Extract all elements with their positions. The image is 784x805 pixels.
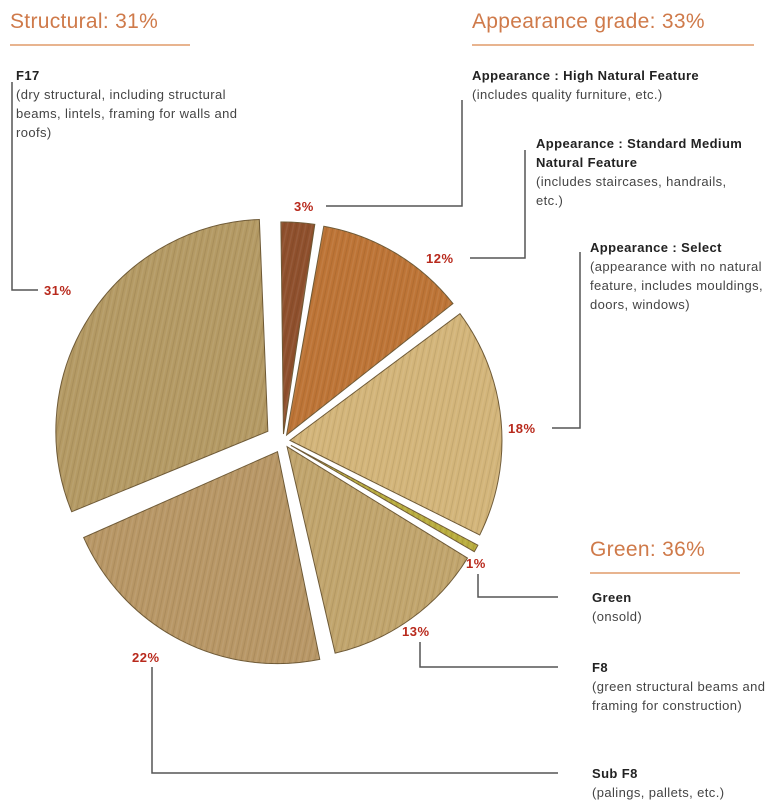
- pct-label-green: 1%: [466, 556, 486, 571]
- desc-standard-medium-name: Appearance : Standard Medium Natural Fea…: [536, 136, 743, 170]
- desc-select-name: Appearance : Select: [590, 240, 722, 255]
- desc-green-name: Green: [592, 590, 632, 605]
- group-title-green: Green: 36%: [590, 538, 706, 561]
- desc-green-detail: (onsold): [592, 609, 643, 624]
- slice-standard-medium-texture: [286, 226, 453, 435]
- desc-standard-medium-detail: (includes staircases, handrails, etc.): [536, 174, 727, 208]
- desc-f8: F8 (green structural beams and framing f…: [592, 658, 772, 715]
- desc-high-natural-detail: (includes quality furniture, etc.): [472, 87, 663, 102]
- group-rule-appearance: [472, 44, 754, 46]
- pct-label-select: 18%: [508, 421, 536, 436]
- desc-high-natural: Appearance : High Natural Feature (inclu…: [472, 66, 782, 104]
- desc-sub-f8: Sub F8 (palings, pallets, etc.): [592, 764, 782, 802]
- desc-select-detail: (appearance with no natural feature, inc…: [590, 259, 764, 312]
- desc-sub-f8-name: Sub F8: [592, 766, 638, 781]
- slice-high-natural-texture: [280, 222, 315, 435]
- slice-f8-texture: [287, 446, 468, 654]
- desc-f17: F17 (dry structural, including structura…: [16, 66, 246, 142]
- desc-high-natural-name: Appearance : High Natural Feature: [472, 68, 700, 83]
- group-title-appearance: Appearance grade: 33%: [472, 10, 705, 33]
- slice-select-texture: [289, 313, 502, 535]
- desc-green: Green (onsold): [592, 588, 772, 626]
- slice-sub-f8-texture: [83, 451, 320, 664]
- group-rule-structural: [10, 44, 190, 46]
- pct-label-sub-f8: 22%: [132, 650, 160, 665]
- desc-select: Appearance : Select (appearance with no …: [590, 238, 775, 314]
- desc-standard-medium: Appearance : Standard Medium Natural Fea…: [536, 134, 756, 210]
- pct-label-high-natural: 3%: [294, 199, 314, 214]
- pct-label-f8: 13%: [402, 624, 430, 639]
- desc-f17-detail: (dry structural, including structural be…: [16, 87, 238, 140]
- desc-f8-name: F8: [592, 660, 608, 675]
- group-rule-green: [590, 572, 740, 574]
- group-title-structural: Structural: 31%: [10, 10, 159, 33]
- desc-f8-detail: (green structural beams and framing for …: [592, 679, 766, 713]
- slice-f17-texture: [55, 219, 268, 512]
- pct-label-standard-medium: 12%: [426, 251, 454, 266]
- slice-green-texture: [290, 445, 478, 552]
- desc-sub-f8-detail: (palings, pallets, etc.): [592, 785, 725, 800]
- desc-f17-name: F17: [16, 68, 40, 83]
- pct-label-f17: 31%: [44, 283, 72, 298]
